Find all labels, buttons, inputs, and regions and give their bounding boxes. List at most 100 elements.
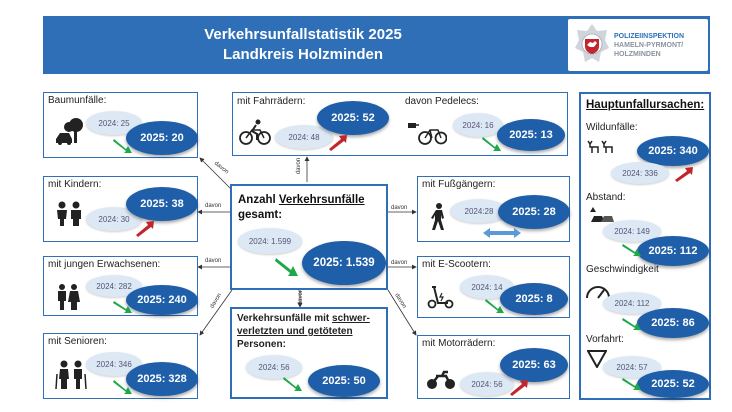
value-2025: 2025: 340 <box>637 136 709 166</box>
value-2024: 2024: 336 <box>611 162 669 184</box>
value-2025: 2025: 13 <box>497 119 565 151</box>
davon-label: davon <box>296 157 303 175</box>
davon-label: davon <box>391 260 408 266</box>
value-2025: 2025: 52 <box>317 101 389 135</box>
trend-down-arrow-icon <box>113 301 132 313</box>
trend-up-arrow-icon <box>329 135 347 151</box>
value-2024: 2024: 282 <box>86 275 142 297</box>
value-2025: 2025: 112 <box>637 236 709 266</box>
cause-label: Wildunfälle: <box>586 122 638 133</box>
value-2024: 2024: 16 <box>453 113 503 137</box>
box-label: mit E-Scootern: <box>422 259 491 270</box>
trend-down-arrow-icon <box>113 139 132 153</box>
value-2025: 2025: 50 <box>308 365 380 397</box>
box-senioren: mit Senioren: 2024: 346 2025: 328 <box>43 333 198 399</box>
trend-down-arrow-icon <box>283 377 302 391</box>
trend-up-arrow-icon <box>675 167 693 182</box>
cause-label: Vorfahrt: <box>586 334 624 345</box>
davon-label: davon <box>391 205 408 211</box>
davon-label: davon <box>298 288 305 306</box>
value-2025: 2025: 86 <box>637 308 709 338</box>
cause-label: Geschwindigkeit <box>586 264 659 275</box>
cyclist-icon <box>239 119 271 145</box>
logo-text-3: HOLZMINDEN <box>614 51 661 58</box>
box-label: mit Fahrrädern: <box>237 96 306 107</box>
value-2024: 2024: 56 <box>460 372 514 396</box>
police-logo: POLIZEIINSPEKTION HAMELN-PYRMONT/ HOLZMI… <box>568 19 708 71</box>
box-schwerverletzte: Verkehrsunfälle mit schwer- verletzten u… <box>230 307 388 399</box>
police-star-icon <box>575 24 609 62</box>
speedometer-icon <box>586 286 610 299</box>
gesamt-subtitle: gesamt: <box>238 209 283 221</box>
logo-text-2: HAMELN-PYRMONT/ <box>614 42 684 49</box>
value-2024: 2024: 56 <box>246 355 302 379</box>
value-2025: 2025: 328 <box>126 362 198 396</box>
causes-title: Hauptunfallursachen: <box>586 99 705 111</box>
gesamt-title: Anzahl Verkehrsunfälle <box>238 194 365 206</box>
pedestrian-icon <box>431 203 444 230</box>
cause-label: Abstand: <box>586 192 626 203</box>
box-label: mit jungen Erwachsenen: <box>48 259 161 270</box>
value-2024: 2024: 112 <box>603 292 661 314</box>
box-fahrraeder: mit Fahrrädern: 2024: 48 2025: 52 davon … <box>232 92 568 156</box>
deer-icon <box>587 140 613 153</box>
box-label-pedelec: davon Pedelecs: <box>405 96 479 107</box>
box-gesamt: Anzahl Verkehrsunfälle gesamt: 2024: 1.5… <box>230 184 388 290</box>
value-2025: 2025: 38 <box>126 187 198 221</box>
trend-up-arrow-icon <box>136 221 154 237</box>
trend-down-arrow-icon <box>482 137 501 151</box>
e-scooter-icon <box>427 286 454 309</box>
logo-text-1: POLIZEIINSPEKTION <box>614 33 685 40</box>
trend-down-arrow-icon <box>622 244 641 256</box>
box-junge-erwachsene: mit jungen Erwachsenen: 2024: 282 2025: … <box>43 256 198 316</box>
value-2024: 2024: 346 <box>86 352 142 376</box>
box-motorraeder: mit Motorrädern: 2024: 56 2025: 63 <box>417 335 570 399</box>
value-2024: 2024: 149 <box>603 220 661 242</box>
trend-down-arrow-icon <box>622 378 641 390</box>
motorcycle-icon <box>427 370 455 389</box>
trend-equal-arrow-icon <box>483 228 521 238</box>
trend-down-arrow-icon <box>275 258 298 276</box>
header-banner: Verkehrsunfallstatistik 2025 Landkreis H… <box>43 16 710 74</box>
davon-label: davon <box>205 258 222 264</box>
value-2025: 2025: 1.539 <box>302 241 386 285</box>
adults-icon <box>58 284 80 310</box>
box-label: mit Kindern: <box>48 179 102 190</box>
value-2025: 2025: 52 <box>637 370 709 398</box>
value-2025: 2025: 8 <box>500 283 568 315</box>
severe-line-2: verletzten und getöteten <box>237 326 353 337</box>
tree-crash-icon <box>56 118 83 145</box>
pedelec-icon <box>408 123 447 145</box>
value-2025: 2025: 20 <box>126 121 198 155</box>
severe-line-1: Verkehrsunfälle mit schwer- <box>237 313 370 324</box>
box-kinder: mit Kindern: 2024: 30 2025: 38 <box>43 176 198 242</box>
children-icon <box>57 201 81 226</box>
severe-line-3: Personen: <box>237 339 286 350</box>
seniors-icon <box>55 360 87 390</box>
title-line-2: Landkreis Holzminden <box>222 46 384 63</box>
value-2024: 2024: 25 <box>86 111 142 135</box>
trend-down-arrow-icon <box>622 318 641 330</box>
trend-up-arrow-icon <box>510 380 528 396</box>
trend-down-arrow-icon <box>485 299 504 313</box>
davon-label: davon <box>205 203 222 209</box>
value-2024: 2024: 57 <box>603 356 661 378</box>
value-2024: 2024: 48 <box>275 125 333 149</box>
value-2025: 2025: 240 <box>126 285 198 315</box>
value-2025: 2025: 28 <box>498 195 570 229</box>
box-label: mit Senioren: <box>48 336 107 347</box>
box-label: mit Fußgängern: <box>422 179 496 190</box>
trend-down-arrow-icon <box>113 380 132 394</box>
box-label: mit Motorrädern: <box>422 338 496 349</box>
box-escooter: mit E-Scootern: 2024: 14 2025: 8 <box>417 256 570 318</box>
value-2025: 2025: 63 <box>500 348 568 382</box>
box-fussgaenger: mit Fußgängern: 2024:28 2025: 28 <box>417 176 570 242</box>
title-line-1: Verkehrsunfallstatistik 2025 <box>204 26 402 43</box>
value-2024: 2024: 1.599 <box>238 228 302 254</box>
box-hauptunfallursachen: Hauptunfallursachen: Wildunfälle: 2025: … <box>579 92 711 400</box>
box-label: Baumunfälle: <box>48 95 107 106</box>
rear-end-collision-icon <box>590 207 614 222</box>
box-baumunfaelle: Baumunfälle: 2024: 25 2025: 20 <box>43 92 198 158</box>
yield-sign-icon <box>587 350 607 368</box>
